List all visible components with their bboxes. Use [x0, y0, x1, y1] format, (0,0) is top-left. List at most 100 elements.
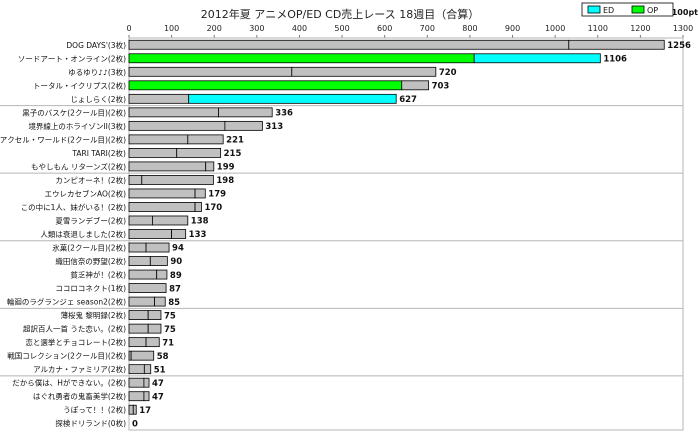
category-label: じょしらく(2枚)	[70, 94, 126, 104]
value-label: 47	[152, 392, 164, 402]
bar-segment-other	[128, 404, 134, 415]
value-label: 138	[191, 217, 209, 227]
bar-segment-other	[128, 229, 173, 239]
value-label: 75	[164, 325, 176, 335]
bar-segment-ed	[473, 53, 601, 64]
x-tick-label: 200	[207, 24, 222, 33]
x-tick-label: 1200	[630, 24, 650, 33]
value-label: 720	[439, 68, 457, 78]
category-label: うぽって！！(2枚)	[63, 405, 126, 415]
category-label: 探検ドリランド(0枚)	[55, 418, 126, 428]
legend-label-op: OP	[647, 6, 658, 15]
bar-segment-other	[128, 310, 149, 321]
bar-segment-other	[128, 39, 570, 50]
bar-segment-other	[128, 66, 293, 77]
bar-segment-other	[128, 337, 147, 348]
bar-segment-op	[128, 80, 403, 91]
bar-segment-op	[128, 53, 475, 64]
legend-box	[581, 2, 674, 17]
value-label: 221	[226, 136, 244, 146]
bar-segment-other	[128, 161, 207, 172]
bar-segment-other	[143, 391, 150, 402]
category-labels: DOG DAYS'(3枚) ソードアート・オンライン(2枚) ゆるゆり♪♪(3枚) ト…	[0, 40, 126, 428]
bar-segment-other	[128, 188, 196, 199]
bar-segment-other	[128, 256, 151, 266]
x-axis-ticks: 0 100 200 300 400 500 600 700 800 900 1000 1100 1200…	[126, 24, 693, 38]
bar-segment-other	[401, 80, 429, 91]
bar-segment-other	[187, 134, 224, 145]
category-label: 境界線上のホライゾンII(3枚)	[28, 121, 126, 131]
bars: 1256 1106 720 703 627 336 313 221 215 199 198 179 17…	[128, 39, 691, 429]
bar-segment-other	[128, 242, 147, 253]
value-label: 75	[164, 311, 176, 321]
bar-segment-other	[149, 256, 168, 266]
category-label: 黒子のバスケ(2クール目)(2枚)	[22, 107, 126, 117]
bar-segment-other	[128, 134, 189, 145]
category-label: DOG DAYS'(3枚)	[66, 40, 126, 50]
value-label: 94	[172, 244, 184, 254]
category-label: 織田信奈の野望(2枚)	[55, 256, 126, 266]
bar-segment-other	[154, 296, 166, 307]
value-label: 179	[208, 190, 226, 200]
category-label: ココロコネクト(1枚)	[55, 283, 126, 293]
bar-segment-other	[291, 66, 437, 77]
value-label: 47	[152, 379, 164, 389]
category-label: 氷菓(2クール目)(2枚)	[52, 243, 126, 253]
category-label: 貧乏神が！(2枚)	[70, 270, 126, 280]
unit-label: x100pt	[667, 8, 699, 17]
bar-segment-other	[128, 323, 149, 334]
value-label: 71	[162, 338, 174, 348]
value-label: 170	[204, 203, 222, 213]
x-tick-label: 1100	[588, 24, 608, 33]
bar-segment-other	[128, 93, 190, 104]
x-tick-label: 1000	[545, 24, 565, 33]
category-label: 戦国コレクション(2クール目)(2枚)	[7, 351, 126, 361]
value-label: 87	[169, 284, 181, 294]
legend: ED OP	[581, 2, 674, 17]
bar-segment-other	[205, 161, 215, 172]
bar-segment-other	[128, 107, 219, 118]
value-label: 0	[132, 419, 138, 429]
category-label: 人類は衰退しました(2枚)	[40, 229, 126, 239]
value-label: 1106	[603, 54, 627, 64]
category-label: 輪廻のラグランジェ season2(2枚)	[7, 297, 126, 307]
bar-segment-other	[143, 377, 150, 388]
category-label: 恋と選挙とチョコレート(2枚)	[25, 337, 126, 347]
bar-segment-other	[128, 215, 153, 226]
value-label: 90	[170, 257, 182, 267]
x-tick-label: 400	[292, 24, 307, 33]
category-label: TARI TARI(2枚)	[71, 148, 126, 158]
bar-segment-other	[128, 175, 143, 185]
bar-segment-other	[128, 147, 178, 158]
bar-segment-other	[568, 39, 665, 50]
bar-segment-other	[145, 337, 160, 348]
bar-segment-other	[194, 188, 206, 199]
x-tick-label: 500	[334, 24, 349, 33]
value-label: 703	[432, 82, 450, 92]
x-tick-label: 700	[420, 24, 435, 33]
bar-segment-other	[145, 242, 170, 253]
category-label: この中に1人、妹がいる！(2枚)	[21, 202, 126, 212]
bar-segment-other	[152, 215, 189, 226]
bar-segment-other	[130, 350, 155, 361]
value-label: 215	[224, 149, 242, 159]
bar-segment-other	[194, 202, 202, 212]
bar-segment-other	[218, 107, 273, 118]
bar-segment-other	[128, 269, 158, 280]
category-label: トータル・イクリプス(2枚)	[33, 80, 126, 90]
category-label: はぐれ勇者の鬼畜美学(2枚)	[33, 391, 126, 401]
bar-segment-other	[128, 283, 167, 293]
bar-segment-other	[141, 175, 214, 185]
bar-segment-other	[128, 296, 155, 307]
value-label: 1256	[667, 41, 691, 51]
category-label: エウレカセブンAO(2枚)	[44, 188, 126, 198]
legend-swatch-op	[631, 5, 645, 14]
bar-segment-other	[147, 310, 162, 321]
bar-segment-other	[147, 323, 162, 334]
value-label: 627	[399, 95, 417, 105]
value-label: 85	[168, 298, 180, 308]
x-tick-label: 800	[462, 24, 477, 33]
value-label: 17	[139, 406, 151, 416]
bar-segment-other	[128, 364, 145, 375]
x-tick-label: 1300	[673, 24, 693, 33]
